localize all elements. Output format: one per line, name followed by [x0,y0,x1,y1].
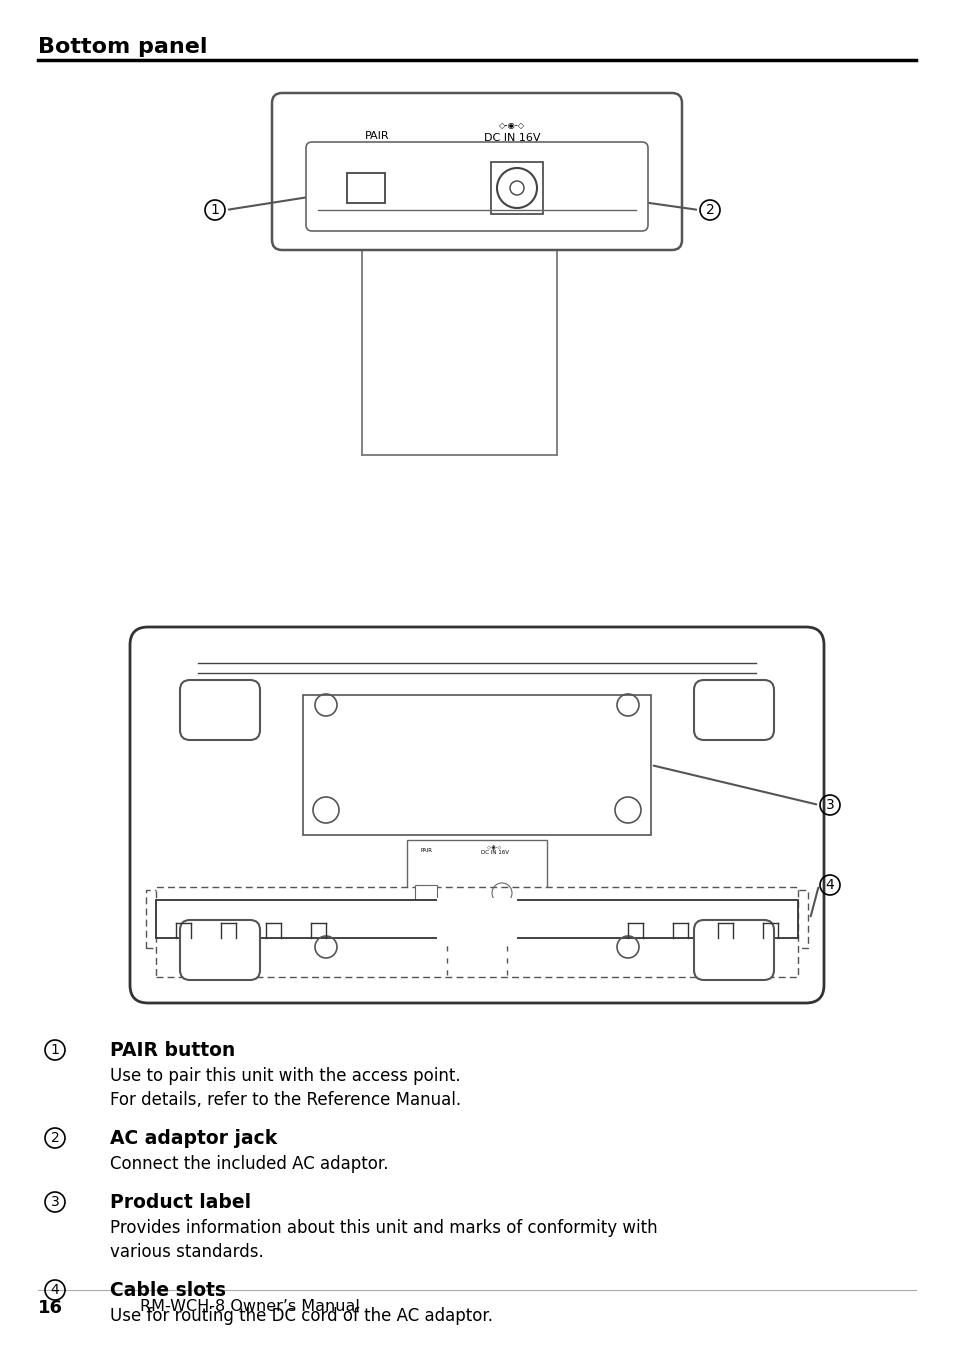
FancyBboxPatch shape [306,143,647,231]
Text: Cable slots: Cable slots [110,1280,226,1301]
Text: Connect the included AC adaptor.: Connect the included AC adaptor. [110,1155,388,1173]
Text: PAIR button: PAIR button [110,1041,235,1060]
Text: 4: 4 [51,1283,59,1297]
Text: Bottom panel: Bottom panel [38,38,208,56]
Text: 2: 2 [51,1131,59,1145]
Bar [156,886,797,976]
FancyBboxPatch shape [180,681,260,740]
Bar [415,885,436,900]
Text: For details, refer to the Reference Manual.: For details, refer to the Reference Manu… [110,1091,460,1110]
Text: AC adaptor jack: AC adaptor jack [110,1128,277,1149]
Bar [156,900,797,937]
Text: 3: 3 [824,798,834,812]
FancyBboxPatch shape [407,841,546,964]
Text: various standards.: various standards. [110,1243,263,1262]
FancyBboxPatch shape [130,627,823,1003]
Bar [146,890,807,948]
Bar [436,898,517,940]
Text: DC IN 16V: DC IN 16V [483,133,539,143]
Bar [303,695,650,835]
Bar [491,161,542,214]
FancyBboxPatch shape [693,681,773,740]
Text: DC IN 16V: DC IN 16V [480,850,509,855]
FancyBboxPatch shape [693,920,773,981]
Text: 16: 16 [38,1299,63,1317]
Text: Use for routing the DC cord of the AC adaptor.: Use for routing the DC cord of the AC ad… [110,1307,493,1325]
Text: 3: 3 [51,1194,59,1209]
Text: Provides information about this unit and marks of conformity with: Provides information about this unit and… [110,1219,657,1237]
Text: ◇-◉-◇: ◇-◉-◇ [487,845,502,850]
Text: Use to pair this unit with the access point.: Use to pair this unit with the access po… [110,1067,460,1085]
FancyBboxPatch shape [180,920,260,981]
Text: 1: 1 [51,1042,59,1057]
Text: RM-WCH-8 Owner’s Manual: RM-WCH-8 Owner’s Manual [140,1299,359,1314]
Text: PAIR: PAIR [364,130,389,141]
Text: Product label: Product label [110,1193,251,1212]
Bar [347,174,385,203]
Text: PAIR: PAIR [420,847,433,853]
FancyBboxPatch shape [272,93,681,250]
Text: 2: 2 [705,203,714,217]
Text: ◇-◉-◇: ◇-◉-◇ [498,121,524,130]
Text: 1: 1 [211,203,219,217]
Text: 4: 4 [824,878,834,892]
